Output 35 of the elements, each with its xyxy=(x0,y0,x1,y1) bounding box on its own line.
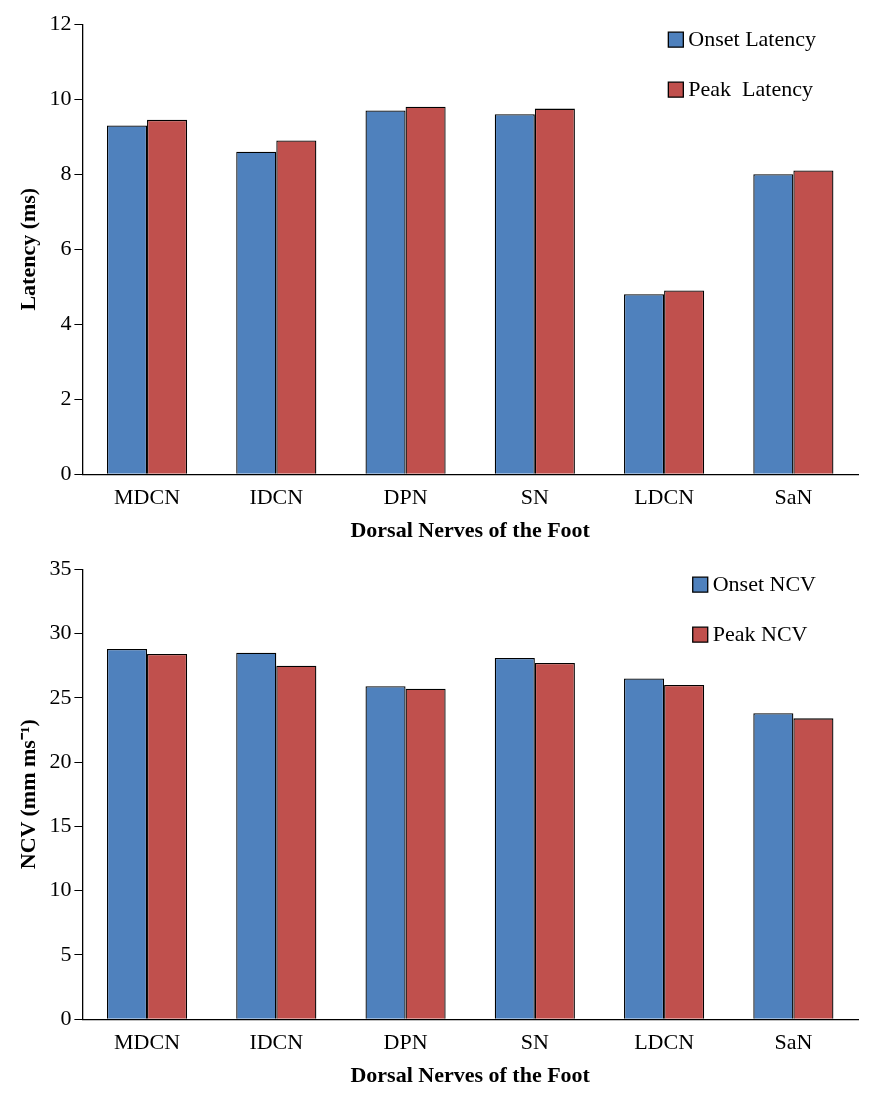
legend-label: Peak NCV xyxy=(712,620,808,646)
y-tick-label: 2 xyxy=(60,384,72,410)
x-tick-label: LDCN xyxy=(634,1029,695,1055)
x-tick-label: IDCN xyxy=(249,484,304,510)
y-tick-label: 10 xyxy=(49,876,72,902)
x-tick-label: SaN xyxy=(774,1029,813,1055)
y-tick-label: 20 xyxy=(49,747,72,773)
x-tick-label: LDCN xyxy=(634,484,695,510)
y-tick-label: 8 xyxy=(60,159,72,185)
y-tick-label: 15 xyxy=(49,812,72,838)
y-tick-label: 30 xyxy=(49,619,72,645)
y-tick-label: 0 xyxy=(60,1004,72,1030)
y-tick-label: 10 xyxy=(49,84,72,110)
legend-label: Peak Latency xyxy=(688,75,813,101)
y-axis-title: NCV (mm ms⁻¹) xyxy=(14,719,40,870)
x-tick-label: SN xyxy=(520,484,550,510)
x-tick-label: IDCN xyxy=(249,1029,304,1055)
y-tick-label: 0 xyxy=(60,459,72,485)
y-tick-label: 6 xyxy=(60,234,72,260)
y-tick-label: 35 xyxy=(49,554,72,580)
x-axis-title: Dorsal Nerves of the Foot xyxy=(350,1062,591,1088)
x-tick-label: DPN xyxy=(383,1029,428,1055)
y-axis-title: Latency (ms) xyxy=(14,187,40,311)
y-tick-label: 12 xyxy=(49,9,72,35)
legend-label: Onset Latency xyxy=(688,25,816,51)
x-axis-title: Dorsal Nerves of the Foot xyxy=(350,517,591,543)
x-tick-label: MDCN xyxy=(114,484,181,510)
y-tick-label: 25 xyxy=(49,683,72,709)
y-tick-label: 4 xyxy=(60,309,72,335)
x-tick-label: DPN xyxy=(383,484,428,510)
x-tick-label: MDCN xyxy=(114,1029,181,1055)
x-tick-label: SaN xyxy=(774,484,813,510)
legend-label: Onset NCV xyxy=(712,570,817,596)
y-tick-label: 5 xyxy=(60,940,72,966)
x-tick-label: SN xyxy=(520,1029,550,1055)
